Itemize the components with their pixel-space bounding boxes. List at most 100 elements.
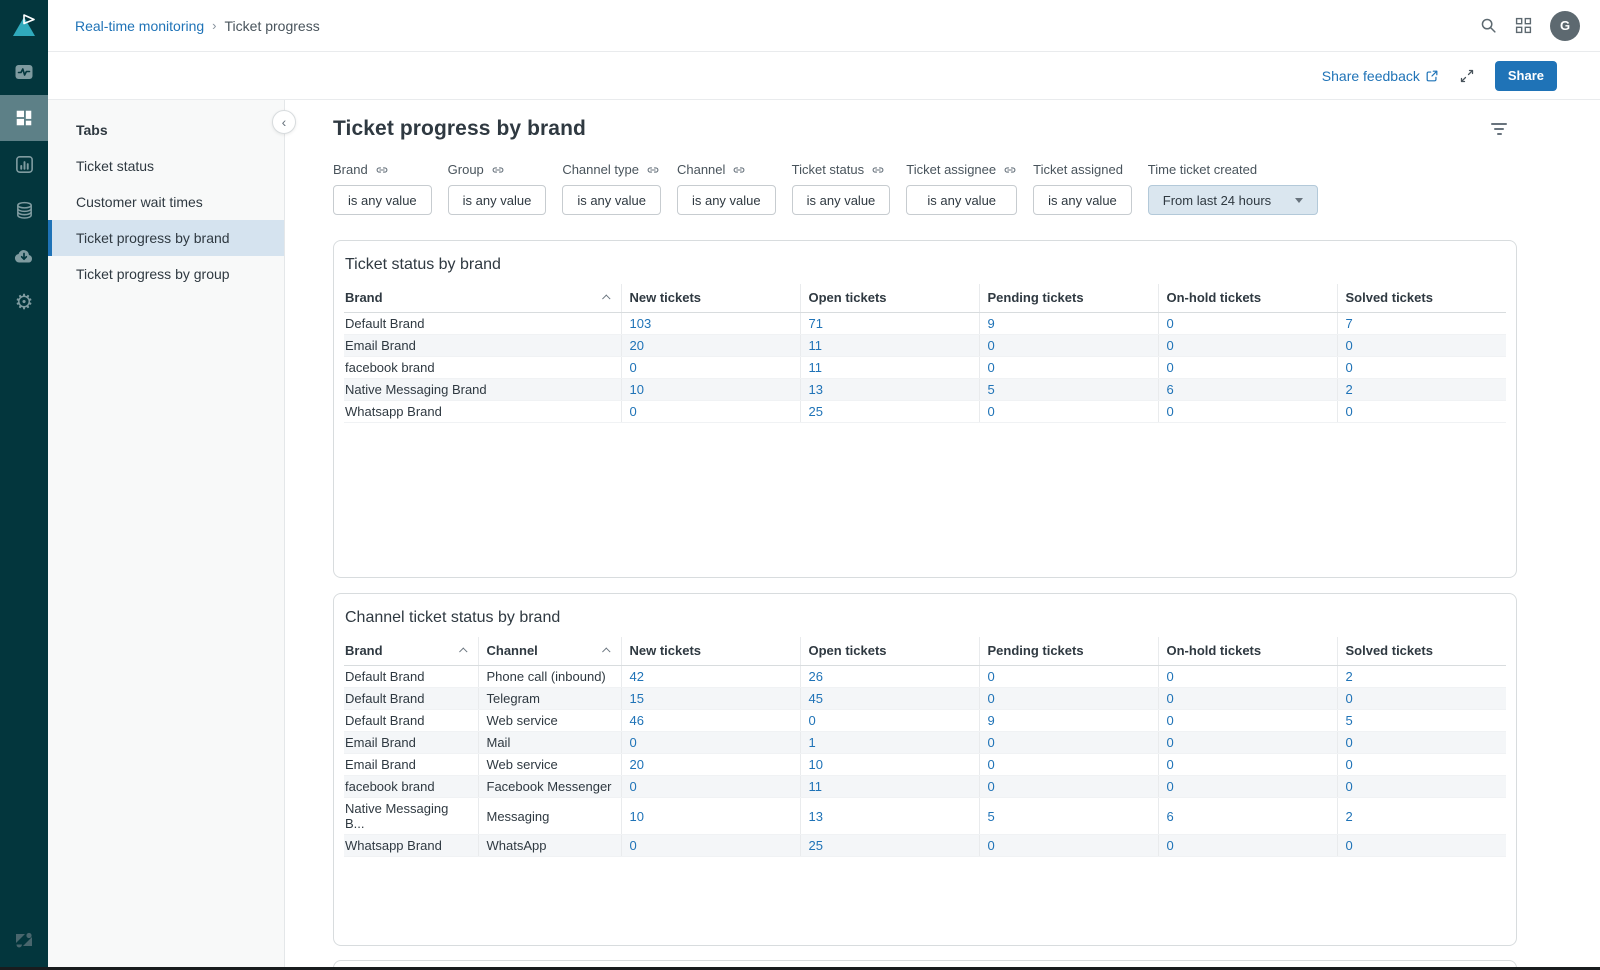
metric-value-cell[interactable]: 9: [978, 709, 1158, 732]
channel-filter-button[interactable]: is any value: [676, 185, 776, 215]
metric-value-cell[interactable]: 0: [1157, 687, 1337, 710]
column-header-open-tickets[interactable]: Open tickets: [799, 284, 979, 313]
metric-value-cell[interactable]: 0: [1336, 834, 1506, 857]
rail-item-dashboards[interactable]: [0, 95, 48, 141]
metric-value-cell[interactable]: 25: [799, 400, 979, 423]
metric-value-cell[interactable]: 9: [978, 312, 1158, 335]
metric-value-cell[interactable]: 5: [978, 378, 1158, 401]
metric-value-cell[interactable]: 0: [1336, 356, 1506, 379]
sidebar-item-ticket-status[interactable]: Ticket status: [48, 148, 284, 184]
column-header-on-hold-tickets[interactable]: On-hold tickets: [1157, 284, 1337, 313]
metric-value-cell[interactable]: 0: [1336, 753, 1506, 776]
share-feedback-link[interactable]: Share feedback: [1322, 68, 1439, 84]
column-header-pending-tickets[interactable]: Pending tickets: [978, 284, 1158, 313]
column-header-new-tickets[interactable]: New tickets: [620, 284, 800, 313]
column-header-brand[interactable]: Brand: [344, 637, 478, 666]
metric-value-cell[interactable]: 0: [978, 356, 1158, 379]
metric-value-cell[interactable]: 1: [799, 731, 979, 754]
metric-value-cell[interactable]: 0: [978, 687, 1158, 710]
metric-value-cell[interactable]: 46: [620, 709, 800, 732]
metric-value-cell[interactable]: 0: [1157, 731, 1337, 754]
metric-value-cell[interactable]: 13: [799, 378, 979, 401]
metric-value-cell[interactable]: 0: [799, 709, 979, 732]
metric-value-cell[interactable]: 10: [620, 378, 800, 401]
metric-value-cell[interactable]: 45: [799, 687, 979, 710]
column-header-solved-tickets[interactable]: Solved tickets: [1336, 284, 1506, 313]
metric-value-cell[interactable]: 0: [978, 775, 1158, 798]
metric-value-cell[interactable]: 0: [620, 775, 800, 798]
dashboard-filter-button[interactable]: [1487, 119, 1511, 139]
metric-value-cell[interactable]: 10: [620, 797, 800, 835]
column-header-brand[interactable]: Brand: [344, 284, 621, 313]
metric-value-cell[interactable]: 103: [620, 312, 800, 335]
metric-value-cell[interactable]: 0: [1157, 709, 1337, 732]
metric-value-cell[interactable]: 0: [1336, 687, 1506, 710]
metric-value-cell[interactable]: 0: [1336, 334, 1506, 357]
metric-value-cell[interactable]: 0: [1157, 312, 1337, 335]
metric-value-cell[interactable]: 11: [799, 334, 979, 357]
metric-value-cell[interactable]: 6: [1157, 378, 1337, 401]
metric-value-cell[interactable]: 0: [978, 334, 1158, 357]
metric-value-cell[interactable]: 42: [620, 665, 800, 688]
time-ticket-created-dropdown[interactable]: From last 24 hours: [1147, 185, 1318, 215]
rail-item-settings[interactable]: ⚙: [0, 279, 48, 325]
ticket-assigned-filter-button[interactable]: is any value: [1033, 185, 1132, 215]
apps-button[interactable]: [1515, 17, 1532, 34]
metric-value-cell[interactable]: 0: [1336, 400, 1506, 423]
metric-value-cell[interactable]: 20: [620, 753, 800, 776]
brand-filter-button[interactable]: is any value: [333, 185, 432, 215]
metric-value-cell[interactable]: 0: [1157, 775, 1337, 798]
breadcrumb-parent-link[interactable]: Real-time monitoring: [75, 17, 205, 34]
ticket-status-filter-button[interactable]: is any value: [791, 185, 891, 215]
metric-value-cell[interactable]: 0: [1336, 731, 1506, 754]
rail-item-exports[interactable]: [0, 233, 48, 279]
metric-value-cell[interactable]: 0: [620, 834, 800, 857]
fullscreen-button[interactable]: [1459, 68, 1475, 84]
metric-value-cell[interactable]: 0: [1157, 334, 1337, 357]
rail-item-datasets[interactable]: [0, 187, 48, 233]
metric-value-cell[interactable]: 0: [978, 665, 1158, 688]
metric-value-cell[interactable]: 0: [1336, 775, 1506, 798]
rail-item-live-monitoring[interactable]: [0, 49, 48, 95]
metric-value-cell[interactable]: 6: [1157, 797, 1337, 835]
column-header-on-hold-tickets[interactable]: On-hold tickets: [1157, 637, 1337, 666]
metric-value-cell[interactable]: 0: [1157, 665, 1337, 688]
column-header-open-tickets[interactable]: Open tickets: [799, 637, 979, 666]
sidebar-item-ticket-progress-by-group[interactable]: Ticket progress by group: [48, 256, 284, 292]
metric-value-cell[interactable]: 11: [799, 775, 979, 798]
metric-value-cell[interactable]: 0: [620, 731, 800, 754]
search-button[interactable]: [1480, 17, 1497, 34]
metric-value-cell[interactable]: 10: [799, 753, 979, 776]
group-filter-button[interactable]: is any value: [447, 185, 547, 215]
sidebar-item-ticket-progress-by-brand[interactable]: Ticket progress by brand: [48, 220, 284, 256]
metric-value-cell[interactable]: 0: [978, 834, 1158, 857]
metric-value-cell[interactable]: 0: [620, 400, 800, 423]
sidebar-item-customer-wait-times[interactable]: Customer wait times: [48, 184, 284, 220]
sidebar-collapse-button[interactable]: ‹: [272, 110, 296, 134]
share-button[interactable]: Share: [1494, 60, 1557, 91]
metric-value-cell[interactable]: 2: [1336, 665, 1506, 688]
metric-value-cell[interactable]: 0: [978, 731, 1158, 754]
column-header-pending-tickets[interactable]: Pending tickets: [978, 637, 1158, 666]
metric-value-cell[interactable]: 26: [799, 665, 979, 688]
metric-value-cell[interactable]: 0: [1157, 834, 1337, 857]
rail-item-reports[interactable]: [0, 141, 48, 187]
column-header-new-tickets[interactable]: New tickets: [620, 637, 800, 666]
metric-value-cell[interactable]: 5: [1336, 709, 1506, 732]
metric-value-cell[interactable]: 0: [1157, 753, 1337, 776]
column-header-solved-tickets[interactable]: Solved tickets: [1336, 637, 1506, 666]
metric-value-cell[interactable]: 13: [799, 797, 979, 835]
metric-value-cell[interactable]: 5: [978, 797, 1158, 835]
metric-value-cell[interactable]: 2: [1336, 797, 1506, 835]
user-avatar[interactable]: G: [1550, 10, 1580, 41]
metric-value-cell[interactable]: 0: [1157, 400, 1337, 423]
metric-value-cell[interactable]: 25: [799, 834, 979, 857]
metric-value-cell[interactable]: 11: [799, 356, 979, 379]
ticket-assignee-filter-button[interactable]: is any value: [906, 185, 1018, 215]
metric-value-cell[interactable]: 0: [1157, 356, 1337, 379]
metric-value-cell[interactable]: 15: [620, 687, 800, 710]
metric-value-cell[interactable]: 7: [1336, 312, 1506, 335]
metric-value-cell[interactable]: 0: [620, 356, 800, 379]
metric-value-cell[interactable]: 2: [1336, 378, 1506, 401]
metric-value-cell[interactable]: 0: [978, 400, 1158, 423]
